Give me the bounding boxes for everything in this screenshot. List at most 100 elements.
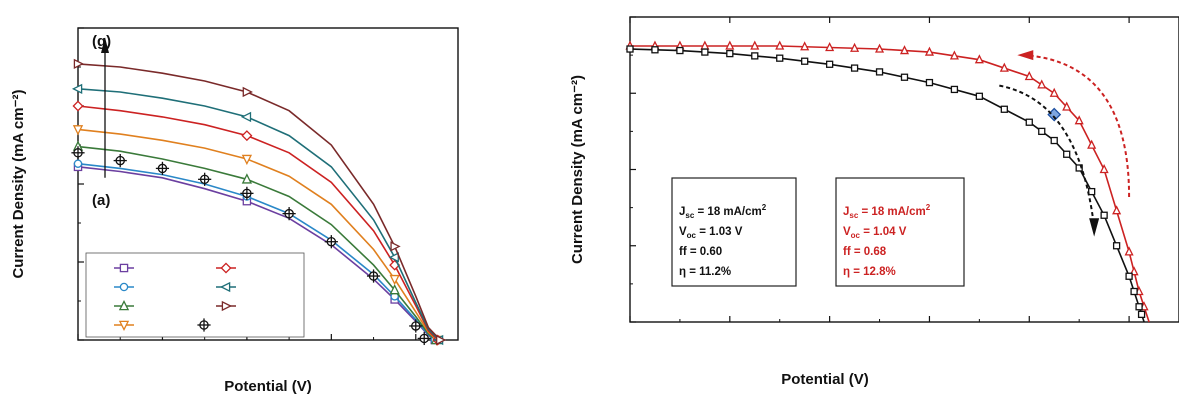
data-point	[750, 40, 760, 50]
data-point	[850, 64, 859, 72]
data-point	[1112, 205, 1122, 215]
data-point	[874, 43, 885, 53]
data-point	[240, 111, 252, 123]
reverse-arrow-head	[1017, 50, 1034, 61]
series-forward	[626, 45, 1146, 323]
data-point	[1124, 246, 1134, 256]
data-point	[900, 73, 909, 81]
data-point	[949, 50, 959, 60]
legend-marker	[197, 318, 211, 332]
reverse-scan-arrow	[1024, 54, 1131, 197]
data-point	[71, 146, 85, 160]
data-point	[1050, 136, 1058, 145]
data-point	[1063, 150, 1071, 158]
data-point	[651, 46, 659, 54]
legend-marker	[221, 300, 233, 312]
data-point	[73, 159, 83, 168]
data-point	[71, 83, 83, 94]
forward-scan-arrow	[999, 84, 1096, 228]
series-e	[72, 100, 444, 346]
y-axis-label: Current Density (mA cm⁻²)	[10, 89, 27, 278]
series-line	[77, 88, 440, 341]
forward-parameters-box: Jsc = 18 mA/cm2 Voc = 1.03 V ff = 0.60 η = …	[671, 177, 797, 287]
data-point	[726, 49, 734, 58]
box-line: Jsc = 18 mA/cm2	[679, 203, 767, 220]
legend-marker	[119, 263, 129, 273]
box-line: Voc = 1.03 V	[679, 226, 743, 240]
data-point	[626, 45, 634, 53]
data-point	[975, 92, 984, 100]
legend-marker	[118, 320, 130, 332]
series-reverse	[625, 40, 1150, 323]
data-point	[241, 173, 253, 184]
data-point	[825, 42, 835, 52]
data-point	[242, 86, 253, 98]
y-axis-label: Current Density (mA cm⁻²)	[569, 75, 586, 264]
series-line	[77, 105, 439, 341]
annotation-a: (a)	[92, 192, 110, 209]
legend-item	[216, 262, 236, 274]
data-point	[390, 241, 401, 252]
data-point	[389, 274, 400, 286]
data-point	[924, 46, 935, 56]
data-point	[1130, 287, 1138, 296]
legend-item	[197, 318, 211, 332]
data-point	[1112, 242, 1121, 250]
data-point	[1074, 115, 1084, 125]
data-point	[1100, 211, 1108, 219]
legend-marker	[119, 282, 129, 292]
box-frame	[671, 177, 797, 287]
arrow-head	[101, 37, 109, 53]
data-point	[1137, 310, 1146, 319]
annotation-g: (g)	[92, 33, 111, 50]
data-point	[436, 334, 447, 346]
series-steadystate	[71, 146, 431, 346]
data-point	[925, 78, 934, 87]
legend-item	[114, 282, 134, 292]
plot-area	[71, 27, 459, 347]
highlight-point	[1047, 107, 1062, 122]
data-point	[950, 85, 959, 94]
box-line: Voc = 1.04 V	[843, 226, 907, 240]
data-point	[751, 52, 759, 60]
data-point	[1000, 105, 1008, 113]
data-point	[700, 40, 710, 50]
forward-arrow-head	[1089, 218, 1100, 237]
series-line	[77, 63, 441, 341]
data-point	[241, 154, 253, 166]
series-line	[77, 128, 438, 341]
data-point	[1038, 127, 1046, 136]
box-frame	[835, 177, 965, 287]
data-point	[974, 54, 984, 64]
data-point	[899, 45, 910, 55]
data-point	[1087, 139, 1097, 149]
data-point	[825, 60, 834, 68]
data-point	[775, 40, 785, 50]
data-point	[999, 62, 1009, 72]
data-point	[801, 57, 809, 65]
data-point	[409, 319, 423, 333]
box-line: η = 12.8%	[843, 266, 896, 278]
legend-item	[216, 300, 236, 312]
legend-item	[216, 281, 236, 293]
data-point	[198, 172, 212, 186]
data-point	[850, 42, 860, 52]
legend	[85, 252, 305, 338]
data-point	[725, 40, 735, 50]
data-point	[240, 186, 254, 200]
series-line	[77, 145, 437, 341]
data-point	[155, 161, 170, 175]
x-axis-label: Potential (V)	[224, 378, 312, 395]
legend-item	[114, 263, 134, 273]
data-point	[1024, 71, 1034, 81]
box-line: ff = 0.60	[679, 246, 722, 258]
data-point	[1037, 79, 1047, 89]
data-point	[1135, 303, 1143, 311]
data-point	[366, 269, 381, 283]
reverse-parameters-box: Jsc = 18 mA/cm2 Voc = 1.04 V ff = 0.68 η = …	[835, 177, 965, 287]
data-point	[1125, 272, 1133, 280]
legend-item	[114, 320, 134, 332]
plot-area	[625, 16, 1179, 323]
data-point	[1049, 87, 1059, 97]
